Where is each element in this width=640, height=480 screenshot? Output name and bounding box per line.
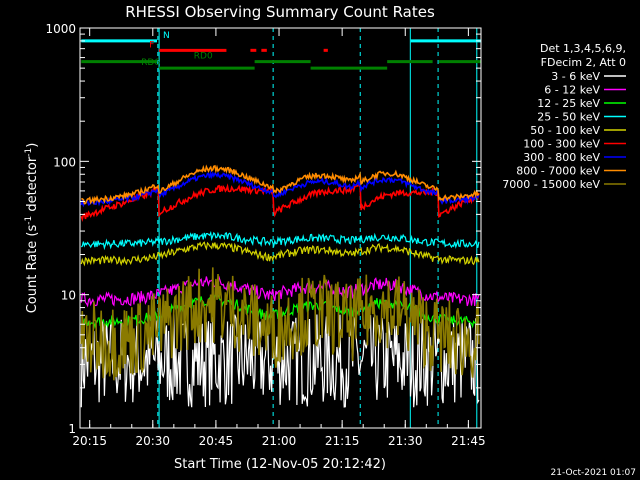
x-axis: 20:15 20:30 20:45 21:00 21:15 21:30 21:45 bbox=[72, 28, 486, 448]
x-tick-label: 20:45 bbox=[199, 434, 234, 448]
series-line-8 bbox=[80, 267, 480, 381]
flag-label-n: N bbox=[163, 31, 170, 41]
legend-entry-label: 7000 - 15000 keV bbox=[502, 178, 600, 191]
flag-label-rd6: RD6 bbox=[141, 58, 160, 68]
y-tick-label: 100 bbox=[53, 155, 76, 169]
legend-header-line-2: FDecim 2, Att 0 bbox=[541, 56, 626, 69]
flag-label-rd0: RD0 bbox=[194, 52, 213, 62]
series-line-1 bbox=[80, 275, 480, 308]
x-tick-label: 21:30 bbox=[388, 434, 423, 448]
legend: Det 1,3,4,5,6,9, FDecim 2, Att 0 3 - 6 k… bbox=[502, 42, 626, 191]
legend-entry-label: 100 - 300 keV bbox=[523, 138, 600, 151]
legend-entry-label: 50 - 100 keV bbox=[530, 124, 600, 137]
plot-frame bbox=[79, 27, 482, 429]
legend-entry-label: 3 - 6 keV bbox=[551, 70, 600, 83]
plot-area: NF RD0 RD6 bbox=[80, 28, 481, 428]
legend-entry-label: 300 - 800 keV bbox=[523, 151, 600, 164]
footer-date: 21-Oct-2021 01:07 bbox=[551, 468, 636, 478]
series-line-7 bbox=[81, 164, 480, 206]
x-tick-label: 21:15 bbox=[325, 434, 360, 448]
y-tick-label: 1 bbox=[68, 422, 76, 436]
y-tick-label: 10 bbox=[61, 289, 76, 303]
x-tick-label: 20:30 bbox=[135, 434, 170, 448]
y-axis: 1 10 100 1000 bbox=[45, 22, 481, 436]
series-line-3 bbox=[80, 230, 480, 251]
x-tick-label: 20:15 bbox=[72, 434, 107, 448]
legend-entry-label: 25 - 50 keV bbox=[537, 111, 600, 124]
x-tick-label: 21:00 bbox=[262, 434, 297, 448]
legend-entry-label: 6 - 12 keV bbox=[544, 84, 600, 97]
chart-title: RHESSI Observing Summary Count Rates bbox=[125, 3, 435, 21]
legend-entry-label: 800 - 7000 keV bbox=[516, 165, 600, 178]
flag-label-f: F bbox=[149, 40, 154, 50]
series-line-4 bbox=[80, 241, 480, 267]
legend-header-line-1: Det 1,3,4,5,6,9, bbox=[540, 42, 626, 55]
legend-entry-label: 12 - 25 keV bbox=[537, 97, 600, 110]
x-tick-label: 21:45 bbox=[451, 434, 486, 448]
x-axis-label: Start Time (12-Nov-05 20:12:42) bbox=[174, 457, 386, 472]
y-tick-label: 1000 bbox=[45, 22, 76, 36]
y-axis-label: Count Rate (s-1 detector-1) bbox=[24, 143, 40, 314]
